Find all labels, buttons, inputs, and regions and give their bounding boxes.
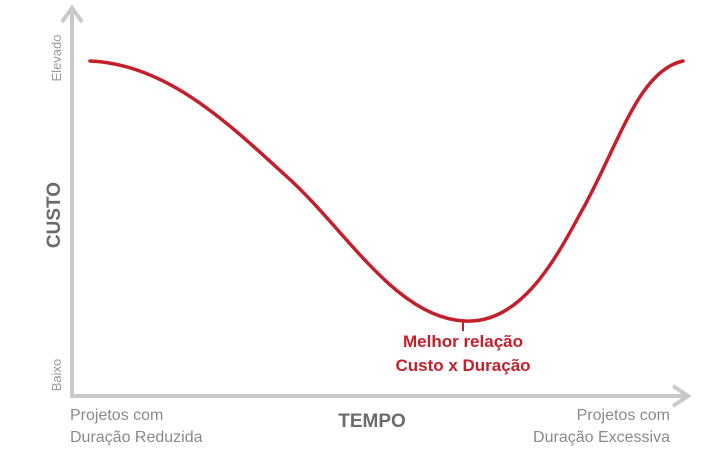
y-axis-arrowhead	[60, 4, 84, 24]
x-axis-right-label-line1: Projetos com	[577, 407, 670, 424]
cost-curve	[88, 59, 685, 323]
minimum-annotation-line1: Melhor relação	[403, 332, 523, 351]
y-axis-high-label: Elevado	[49, 35, 64, 82]
y-axis-title: CUSTO	[44, 182, 65, 248]
x-axis-title: TEMPO	[338, 411, 406, 432]
x-axis-right-label-line2: Duração Excessiva	[533, 429, 670, 446]
minimum-annotation-line2: Custo x Duração	[395, 356, 530, 375]
x-axis-left-label-line1: Projetos com	[70, 407, 163, 424]
x-axis-arrowhead	[671, 384, 692, 408]
axes	[60, 4, 692, 408]
x-axis-left-label-line2: Duração Reduzida	[70, 429, 203, 446]
y-axis-low-label: Baixo	[49, 359, 64, 392]
